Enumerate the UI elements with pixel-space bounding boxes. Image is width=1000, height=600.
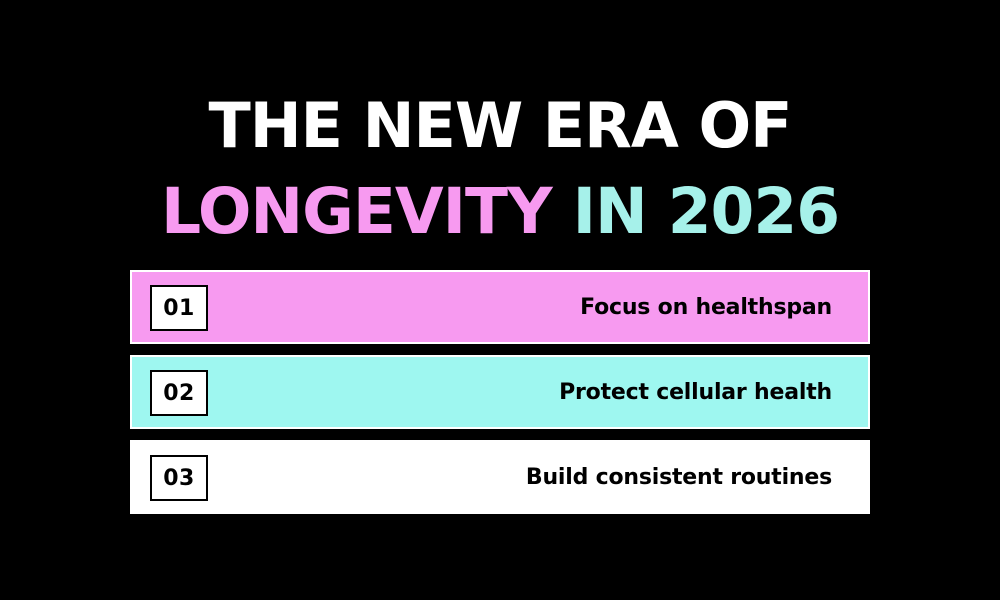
item-number-badge: 03: [150, 455, 208, 501]
item-label: Protect cellular health: [559, 379, 832, 405]
title-line-1: THE NEW ERA OF: [208, 89, 792, 162]
title-highlight-longevity: LONGEVITY: [160, 175, 553, 248]
list-item-2: 02 Protect cellular health: [130, 355, 870, 429]
title-highlight-year: IN 2026: [572, 175, 840, 248]
title-line-2: LONGEVITY IN 2026: [0, 172, 1000, 252]
item-number-badge: 02: [150, 370, 208, 416]
item-number-badge: 01: [150, 285, 208, 331]
list-item-1: 01 Focus on healthspan: [130, 270, 870, 344]
page-title: THE NEW ERA OF LONGEVITY IN 2026: [0, 86, 1000, 252]
item-label: Focus on healthspan: [580, 294, 832, 320]
item-label: Build consistent routines: [525, 464, 832, 490]
tips-list: 01 Focus on healthspan 02 Protect cellul…: [130, 270, 870, 514]
list-item-3: 03 Build consistent routines: [130, 440, 870, 514]
